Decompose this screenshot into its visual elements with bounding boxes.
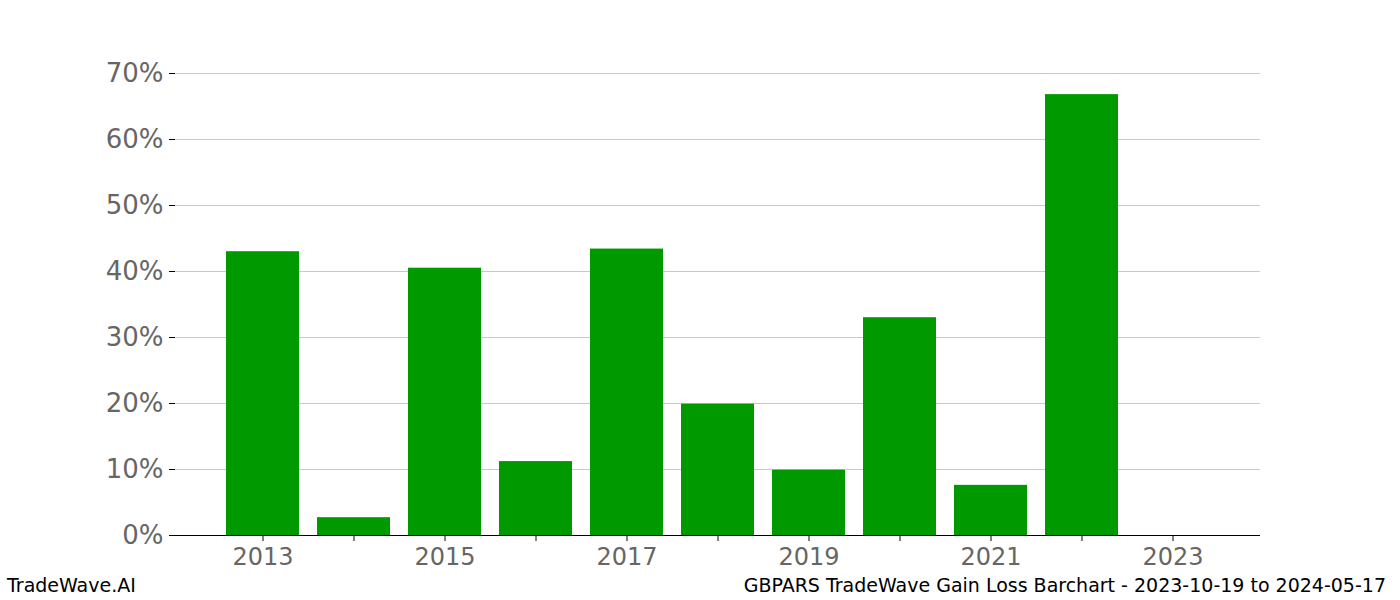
svg-text:20%: 20% — [106, 388, 164, 418]
svg-text:2015: 2015 — [414, 543, 475, 571]
svg-text:2019: 2019 — [778, 543, 839, 571]
html-text:GBPARS TradeWave Gain Loss Bar: GBPARS TradeWave Gain Loss Barchart - 20… — [743, 574, 1386, 596]
svg-text:30%: 30% — [106, 322, 164, 352]
svg-text:2013: 2013 — [232, 543, 293, 571]
svg-text:50%: 50% — [106, 190, 164, 220]
svg-text:0%: 0% — [122, 520, 163, 550]
html-text:TradeWave.AI: TradeWave.AI — [7, 574, 136, 596]
svg-text:2021: 2021 — [960, 543, 1021, 571]
svg-text:40%: 40% — [106, 256, 164, 286]
svg-text:2017: 2017 — [596, 543, 657, 571]
svg-text:70%: 70% — [106, 58, 164, 88]
svg-text:10%: 10% — [106, 454, 164, 484]
svg-text:2023: 2023 — [1142, 543, 1203, 571]
svg-text:60%: 60% — [106, 124, 164, 154]
